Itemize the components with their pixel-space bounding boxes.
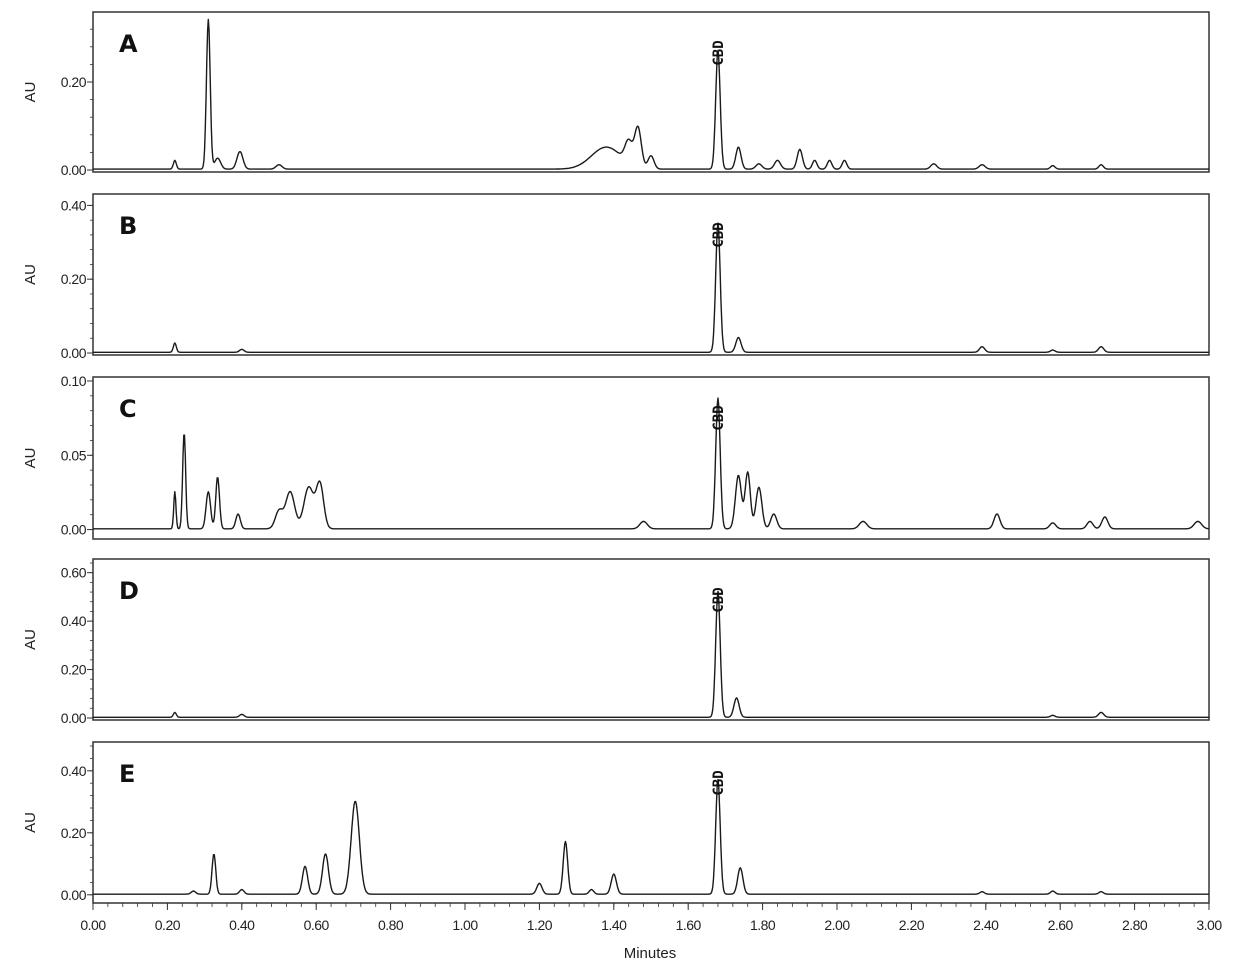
panel-d: 0.00 0.20 0.40 0.60 AU D CBD — [22, 558, 1210, 726]
panel-a-frame — [92, 11, 1210, 173]
y-tick-label: 0.20 — [61, 74, 87, 90]
panel-e-frame — [92, 741, 1210, 904]
x-tick-label: 1.40 — [601, 917, 627, 933]
panel-a-cbd-label: CBD — [711, 40, 727, 65]
y-tick-label: 0.20 — [61, 271, 87, 287]
x-tick-label: 0.00 — [80, 917, 106, 933]
x-tick-label: 2.40 — [973, 917, 999, 933]
y-tick-label: 0.40 — [61, 197, 87, 213]
panel-c: 0.00 0.05 0.10 AU C CBD — [22, 373, 1210, 540]
y-tick-label: 0.20 — [61, 825, 87, 841]
y-tick-label: 0.10 — [61, 373, 87, 389]
panel-e-letter: E — [119, 760, 135, 788]
panel-d-letter: D — [119, 577, 139, 605]
x-tick-label: 1.00 — [452, 917, 478, 933]
panel-b: 0.00 0.20 0.40 AU B CBD — [22, 193, 1210, 361]
x-tick-label: 1.20 — [527, 917, 553, 933]
panel-d-y-axis-title: AU — [22, 629, 39, 650]
y-tick-label: 0.20 — [61, 662, 87, 678]
panel-e-trace — [92, 778, 1210, 895]
y-tick-label: 0.00 — [61, 345, 87, 361]
y-tick-label: 0.00 — [61, 162, 87, 178]
y-tick-label: 0.40 — [61, 613, 87, 629]
panel-e-cbd-label: CBD — [711, 770, 727, 795]
panel-a: 0.00 0.20 AU A CBD — [22, 11, 1210, 178]
x-tick-label: 0.60 — [304, 917, 330, 933]
panel-b-cbd-label: CBD — [711, 222, 727, 247]
y-tick-label: 0.60 — [61, 565, 87, 581]
panel-b-y-axis-title: AU — [22, 264, 39, 285]
panel-c-frame — [92, 376, 1210, 540]
panel-c-cbd-label: CBD — [711, 405, 727, 430]
panel-b-letter: B — [119, 212, 137, 240]
x-tick-label: 2.60 — [1048, 917, 1074, 933]
y-tick-label: 0.00 — [61, 522, 87, 538]
panel-a-trace — [92, 18, 1210, 170]
x-tick-label: 1.60 — [676, 917, 702, 933]
panel-b-trace — [92, 222, 1210, 353]
panel-b-frame — [92, 193, 1210, 356]
panel-c-letter: C — [119, 395, 137, 423]
panel-a-y-axis-title: AU — [22, 82, 39, 103]
x-tick-label: 2.00 — [824, 917, 850, 933]
x-tick-label: 3.00 — [1196, 917, 1222, 933]
x-axis: 0.00 0.20 0.40 0.60 0.80 1.00 1.20 1.40 1.60 1.80… — [80, 903, 1223, 933]
y-tick-label: 0.00 — [61, 887, 87, 903]
y-tick-label: 0.40 — [61, 763, 87, 779]
y-tick-label: 0.05 — [61, 447, 87, 463]
x-tick-label: 0.80 — [378, 917, 404, 933]
panel-d-cbd-label: CBD — [711, 587, 727, 612]
panel-e-y-axis-title: AU — [22, 812, 39, 833]
y-tick-label: 0.00 — [61, 710, 87, 726]
panel-e: 0.00 0.20 0.40 AU E CBD — [22, 741, 1210, 904]
panel-a-letter: A — [119, 30, 138, 58]
x-axis-title: Minutes — [624, 945, 677, 962]
panel-d-frame — [92, 558, 1210, 721]
x-tick-label: 1.80 — [750, 917, 776, 933]
chromatogram-panels: 0.00 0.20 AU A CBD 0.00 0.20 0.40 AU B CBD 0.00 0.05… — [22, 11, 1210, 904]
x-tick-label: 0.20 — [155, 917, 181, 933]
panel-c-y-axis-title: AU — [22, 448, 39, 469]
x-tick-label: 2.80 — [1122, 917, 1148, 933]
panel-d-trace — [92, 590, 1210, 718]
x-tick-label: 2.20 — [899, 917, 925, 933]
x-tick-label: 0.40 — [229, 917, 255, 933]
panel-c-trace — [92, 397, 1210, 530]
